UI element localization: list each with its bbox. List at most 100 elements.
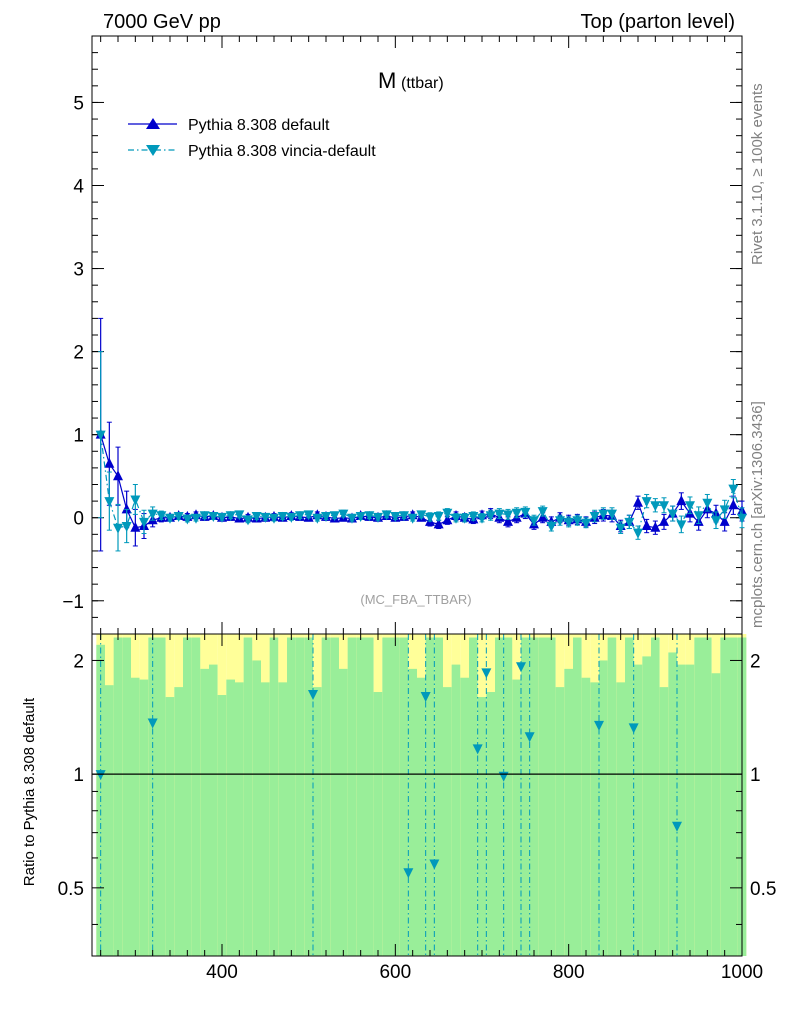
band-green — [278, 682, 287, 956]
data-point — [442, 514, 453, 525]
main-ytick-label: 2 — [73, 343, 84, 364]
data-point — [208, 512, 219, 523]
band-green — [711, 673, 721, 956]
ratio-point — [594, 720, 604, 731]
main-ytick-label: 0 — [73, 509, 84, 530]
data-point — [581, 518, 591, 529]
band-green — [304, 637, 313, 956]
ratio-point — [524, 732, 535, 743]
band-green — [122, 637, 131, 956]
main-ytick-label: 3 — [73, 260, 84, 281]
ratio-panel: 0.5 0.5 1 1 2 2 400 600 800 1000 Ratio to Pythia … — [21, 633, 776, 983]
band-green — [139, 679, 149, 956]
data-point — [624, 517, 635, 528]
ratio-xtick-label: 800 — [553, 962, 585, 983]
data-point — [529, 516, 539, 527]
data-point — [719, 515, 730, 526]
data-point — [633, 496, 643, 507]
band-green — [174, 687, 183, 956]
band-green — [391, 637, 400, 956]
data-point — [139, 517, 149, 528]
band-green — [287, 637, 296, 956]
data-point — [503, 510, 513, 521]
band-green — [356, 637, 365, 956]
band-green — [564, 668, 573, 956]
ratio-bands — [96, 634, 747, 956]
data-point — [563, 517, 574, 528]
data-point — [702, 498, 713, 509]
band-green — [486, 692, 495, 956]
band-green — [460, 677, 469, 956]
data-point — [182, 514, 193, 525]
ratio-point — [481, 668, 492, 679]
band-green — [417, 677, 426, 956]
ratio-ytick-label-right: 0.5 — [750, 879, 776, 900]
band-green — [659, 687, 669, 956]
legend-label-vincia: Pythia 8.308 vincia-default — [188, 143, 376, 160]
data-point — [737, 513, 747, 524]
band-green — [434, 637, 443, 956]
data-point — [407, 513, 418, 524]
band-green — [477, 697, 487, 956]
data-point — [659, 501, 669, 512]
data-point — [477, 513, 487, 524]
data-point — [572, 516, 583, 527]
band-green — [200, 668, 209, 956]
band-green — [642, 656, 651, 956]
ratio-axes: 0.5 0.5 1 1 2 2 400 600 800 1000 — [58, 634, 776, 983]
data-point — [113, 523, 123, 534]
band-green — [529, 637, 539, 956]
ratio-point — [516, 662, 526, 673]
ratio-point — [95, 770, 106, 781]
band-green — [685, 664, 695, 956]
data-point — [589, 512, 600, 523]
band-green — [720, 637, 729, 956]
data-point — [494, 509, 505, 520]
legend: Pythia 8.308 default Pythia 8.308 vincia… — [128, 117, 376, 160]
ratio-frame — [91, 633, 743, 957]
band-green — [599, 660, 608, 956]
data-point — [607, 509, 617, 520]
data-point — [719, 505, 730, 516]
main-panel: −1 0 1 2 3 4 5 M (ttbar) Pythia 8.308 default … — [62, 35, 747, 635]
data-point — [676, 520, 687, 531]
data-point — [728, 499, 739, 510]
band-green — [382, 637, 391, 956]
band-green — [651, 637, 660, 956]
legend-marker-vincia — [146, 145, 160, 156]
band-green — [633, 664, 643, 956]
data-point — [399, 511, 409, 522]
band-green — [616, 682, 625, 956]
data-point — [546, 522, 557, 533]
band-green — [495, 637, 504, 956]
band-green — [113, 637, 123, 956]
band-green — [217, 695, 227, 956]
data-point — [598, 509, 609, 520]
band-green — [581, 677, 591, 956]
ratio-point — [308, 690, 318, 701]
data-point — [641, 497, 652, 508]
band-green — [668, 652, 677, 956]
data-point — [121, 503, 132, 514]
band-green — [243, 637, 253, 956]
data-point — [312, 513, 323, 524]
band-green — [521, 637, 530, 956]
data-point — [243, 515, 253, 526]
band-green — [425, 637, 435, 956]
data-point — [381, 510, 392, 521]
data-point — [650, 501, 661, 512]
band-green — [399, 637, 409, 956]
header-right: Top (parton level) — [580, 11, 735, 33]
main-ytick-label: 4 — [73, 177, 84, 198]
main-series — [95, 317, 747, 552]
data-point — [191, 513, 201, 524]
data-point — [217, 512, 227, 523]
band-green — [729, 637, 738, 956]
ratio-ytick-label-right: 1 — [750, 765, 761, 786]
band-green — [269, 637, 279, 956]
data-point — [173, 512, 184, 523]
band-green — [183, 637, 192, 956]
band-green — [503, 637, 513, 956]
plot-title: M — [378, 68, 396, 93]
